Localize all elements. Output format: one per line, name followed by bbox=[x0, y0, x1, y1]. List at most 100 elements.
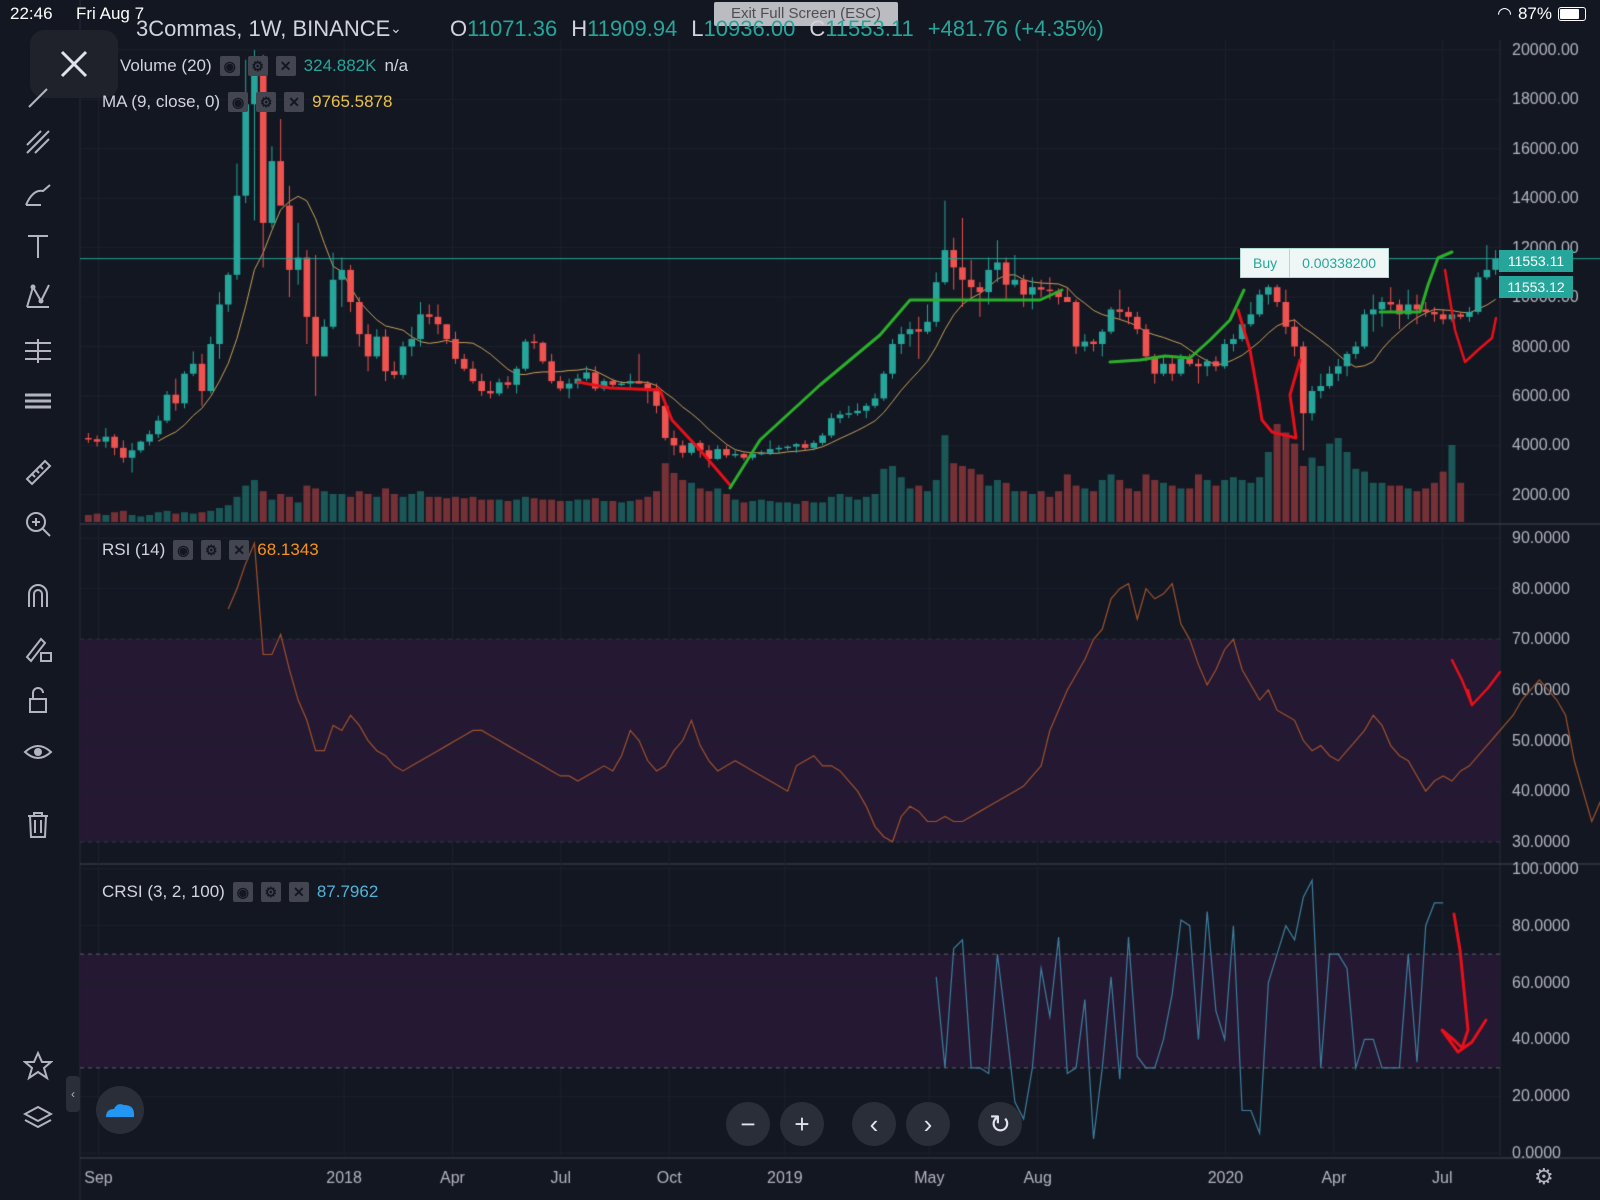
crsi-legend: CRSI (3, 2, 100) ◉ ⚙ ✕ 87.7962 bbox=[102, 882, 378, 902]
ohlc-legend: O11071.36 H11909.94 L10936.00 C11553.11 … bbox=[450, 16, 1104, 42]
trend-line-icon bbox=[26, 130, 50, 154]
layers-icon bbox=[23, 1105, 53, 1129]
reset-chart-button[interactable]: ↻ bbox=[978, 1102, 1022, 1146]
pattern-tool[interactable] bbox=[14, 276, 62, 316]
tradingview-logo[interactable] bbox=[96, 1086, 144, 1134]
close-label: C bbox=[809, 16, 826, 41]
lock-icon bbox=[29, 687, 47, 713]
volume-label[interactable]: Volume (20) bbox=[120, 56, 212, 75]
lock-drawing-tool[interactable] bbox=[14, 628, 62, 668]
lock-drawing-icon bbox=[25, 637, 52, 663]
drawing-toolbar bbox=[0, 76, 78, 1200]
scroll-left-button[interactable]: ‹ bbox=[852, 1102, 896, 1146]
trend-line-tool[interactable] bbox=[14, 122, 62, 162]
crsi-label[interactable]: CRSI (3, 2, 100) bbox=[102, 882, 225, 901]
close-button[interactable] bbox=[30, 30, 118, 98]
chevron-right-icon: › bbox=[923, 1108, 933, 1139]
chevron-left-icon: ‹ bbox=[869, 1108, 879, 1139]
buy-label[interactable]: Buy bbox=[1241, 249, 1291, 277]
reset-icon: ↻ bbox=[989, 1108, 1011, 1139]
magnet-tool[interactable] bbox=[14, 576, 62, 616]
symbol-title[interactable]: 3Commas, 1W, BINANCE bbox=[136, 16, 391, 41]
status-right: ◠ 87% bbox=[1497, 4, 1586, 24]
ma-value: 9765.5878 bbox=[312, 92, 393, 111]
ruler-tool[interactable] bbox=[14, 452, 62, 492]
chart-settings-button[interactable]: ⚙ bbox=[1534, 1164, 1554, 1190]
battery-percent: 87% bbox=[1517, 4, 1552, 23]
settings-icon[interactable]: ⚙ bbox=[247, 56, 268, 76]
high-label: H bbox=[571, 16, 588, 41]
measure-tool[interactable] bbox=[14, 330, 62, 370]
collapse-toolbar-handle[interactable]: ‹ bbox=[66, 1076, 80, 1112]
open-value: 11071.36 bbox=[467, 16, 558, 41]
eye-toggle-icon[interactable]: ◉ bbox=[219, 56, 240, 76]
zoom-out-icon: − bbox=[740, 1108, 756, 1139]
brush-tool[interactable] bbox=[14, 174, 62, 214]
object-tree-tool[interactable] bbox=[14, 1098, 62, 1138]
buy-quantity: 0.00338200 bbox=[1302, 255, 1377, 271]
remove-icon[interactable]: ✕ bbox=[275, 56, 296, 76]
trash-icon bbox=[28, 812, 48, 838]
zoom-in-icon: + bbox=[794, 1108, 810, 1139]
lock-tool[interactable] bbox=[14, 680, 62, 720]
fib-tool[interactable] bbox=[14, 380, 62, 420]
status-time: 22:46 bbox=[10, 4, 53, 23]
ma-legend: MA (9, close, 0) ◉ ⚙ ✕ 9765.5878 bbox=[102, 92, 392, 112]
volume-value: 324.882K bbox=[303, 56, 377, 75]
remove-icon[interactable]: ✕ bbox=[288, 882, 309, 902]
crsi-value: 87.7962 bbox=[316, 882, 379, 901]
remove-icon[interactable]: ✕ bbox=[284, 92, 305, 112]
pattern-icon bbox=[26, 284, 50, 308]
settings-icon[interactable]: ⚙ bbox=[201, 540, 222, 560]
volume-legend: Volume (20) ◉ ⚙ ✕ 324.882K n/a bbox=[120, 56, 408, 76]
bid-price-tag: 11553.12 bbox=[1499, 276, 1573, 298]
high-value: 11909.94 bbox=[587, 16, 678, 41]
rsi-value: 68.1343 bbox=[257, 540, 319, 559]
fib-icon bbox=[25, 393, 51, 409]
change-value: +481.76 (+4.35%) bbox=[927, 16, 1104, 41]
gear-icon: ⚙ bbox=[1534, 1164, 1554, 1189]
settings-icon[interactable]: ⚙ bbox=[260, 882, 281, 902]
visibility-tool[interactable] bbox=[14, 732, 62, 772]
buy-order-box[interactable]: Buy 0.00338200 bbox=[1240, 248, 1390, 278]
text-icon bbox=[28, 235, 48, 258]
eye-toggle-icon[interactable]: ◉ bbox=[232, 882, 253, 902]
zoom-out-button[interactable]: − bbox=[726, 1102, 770, 1146]
favorites-tool[interactable] bbox=[14, 1046, 62, 1086]
low-label: L bbox=[691, 16, 704, 41]
symbol-dropdown-icon[interactable]: ⌄ bbox=[390, 20, 402, 36]
settings-icon[interactable]: ⚙ bbox=[256, 92, 277, 112]
rsi-label[interactable]: RSI (14) bbox=[102, 540, 166, 559]
ma-label[interactable]: MA (9, close, 0) bbox=[102, 92, 221, 111]
last-price-tag: 11553.11 bbox=[1499, 250, 1573, 272]
text-tool[interactable] bbox=[14, 226, 62, 266]
wifi-icon: ◠ bbox=[1497, 4, 1512, 23]
star-icon bbox=[23, 1051, 53, 1081]
battery-icon bbox=[1558, 7, 1586, 21]
eye-icon bbox=[23, 745, 53, 759]
trash-tool[interactable] bbox=[14, 804, 62, 844]
cursor-tool[interactable] bbox=[14, 76, 62, 116]
zoom-in-icon bbox=[26, 512, 51, 537]
close-value: 11553.11 bbox=[825, 16, 914, 41]
magnet-icon bbox=[28, 584, 48, 607]
status-date: Fri Aug 7 bbox=[76, 4, 145, 23]
volume-extra: n/a bbox=[384, 56, 409, 75]
brush-icon bbox=[25, 184, 51, 206]
close-icon bbox=[60, 50, 88, 78]
open-label: O bbox=[450, 16, 468, 41]
zoom-in-button[interactable]: + bbox=[780, 1102, 824, 1146]
eye-toggle-icon[interactable]: ◉ bbox=[173, 540, 194, 560]
zoom-in-tool[interactable] bbox=[14, 504, 62, 544]
ruler-icon bbox=[25, 459, 52, 486]
scroll-right-button[interactable]: › bbox=[906, 1102, 950, 1146]
exit-fullscreen-banner[interactable]: Exit Full Screen (ESC) bbox=[714, 2, 898, 26]
low-value: 10936.00 bbox=[703, 16, 796, 41]
cloud-logo-icon bbox=[106, 1104, 134, 1117]
cursor-icon bbox=[28, 88, 48, 108]
rsi-legend: RSI (14) ◉ ⚙ ✕ 68.1343 bbox=[102, 540, 319, 560]
measure-icon bbox=[25, 339, 51, 363]
eye-toggle-icon[interactable]: ◉ bbox=[228, 92, 249, 112]
remove-icon[interactable]: ✕ bbox=[229, 540, 250, 560]
